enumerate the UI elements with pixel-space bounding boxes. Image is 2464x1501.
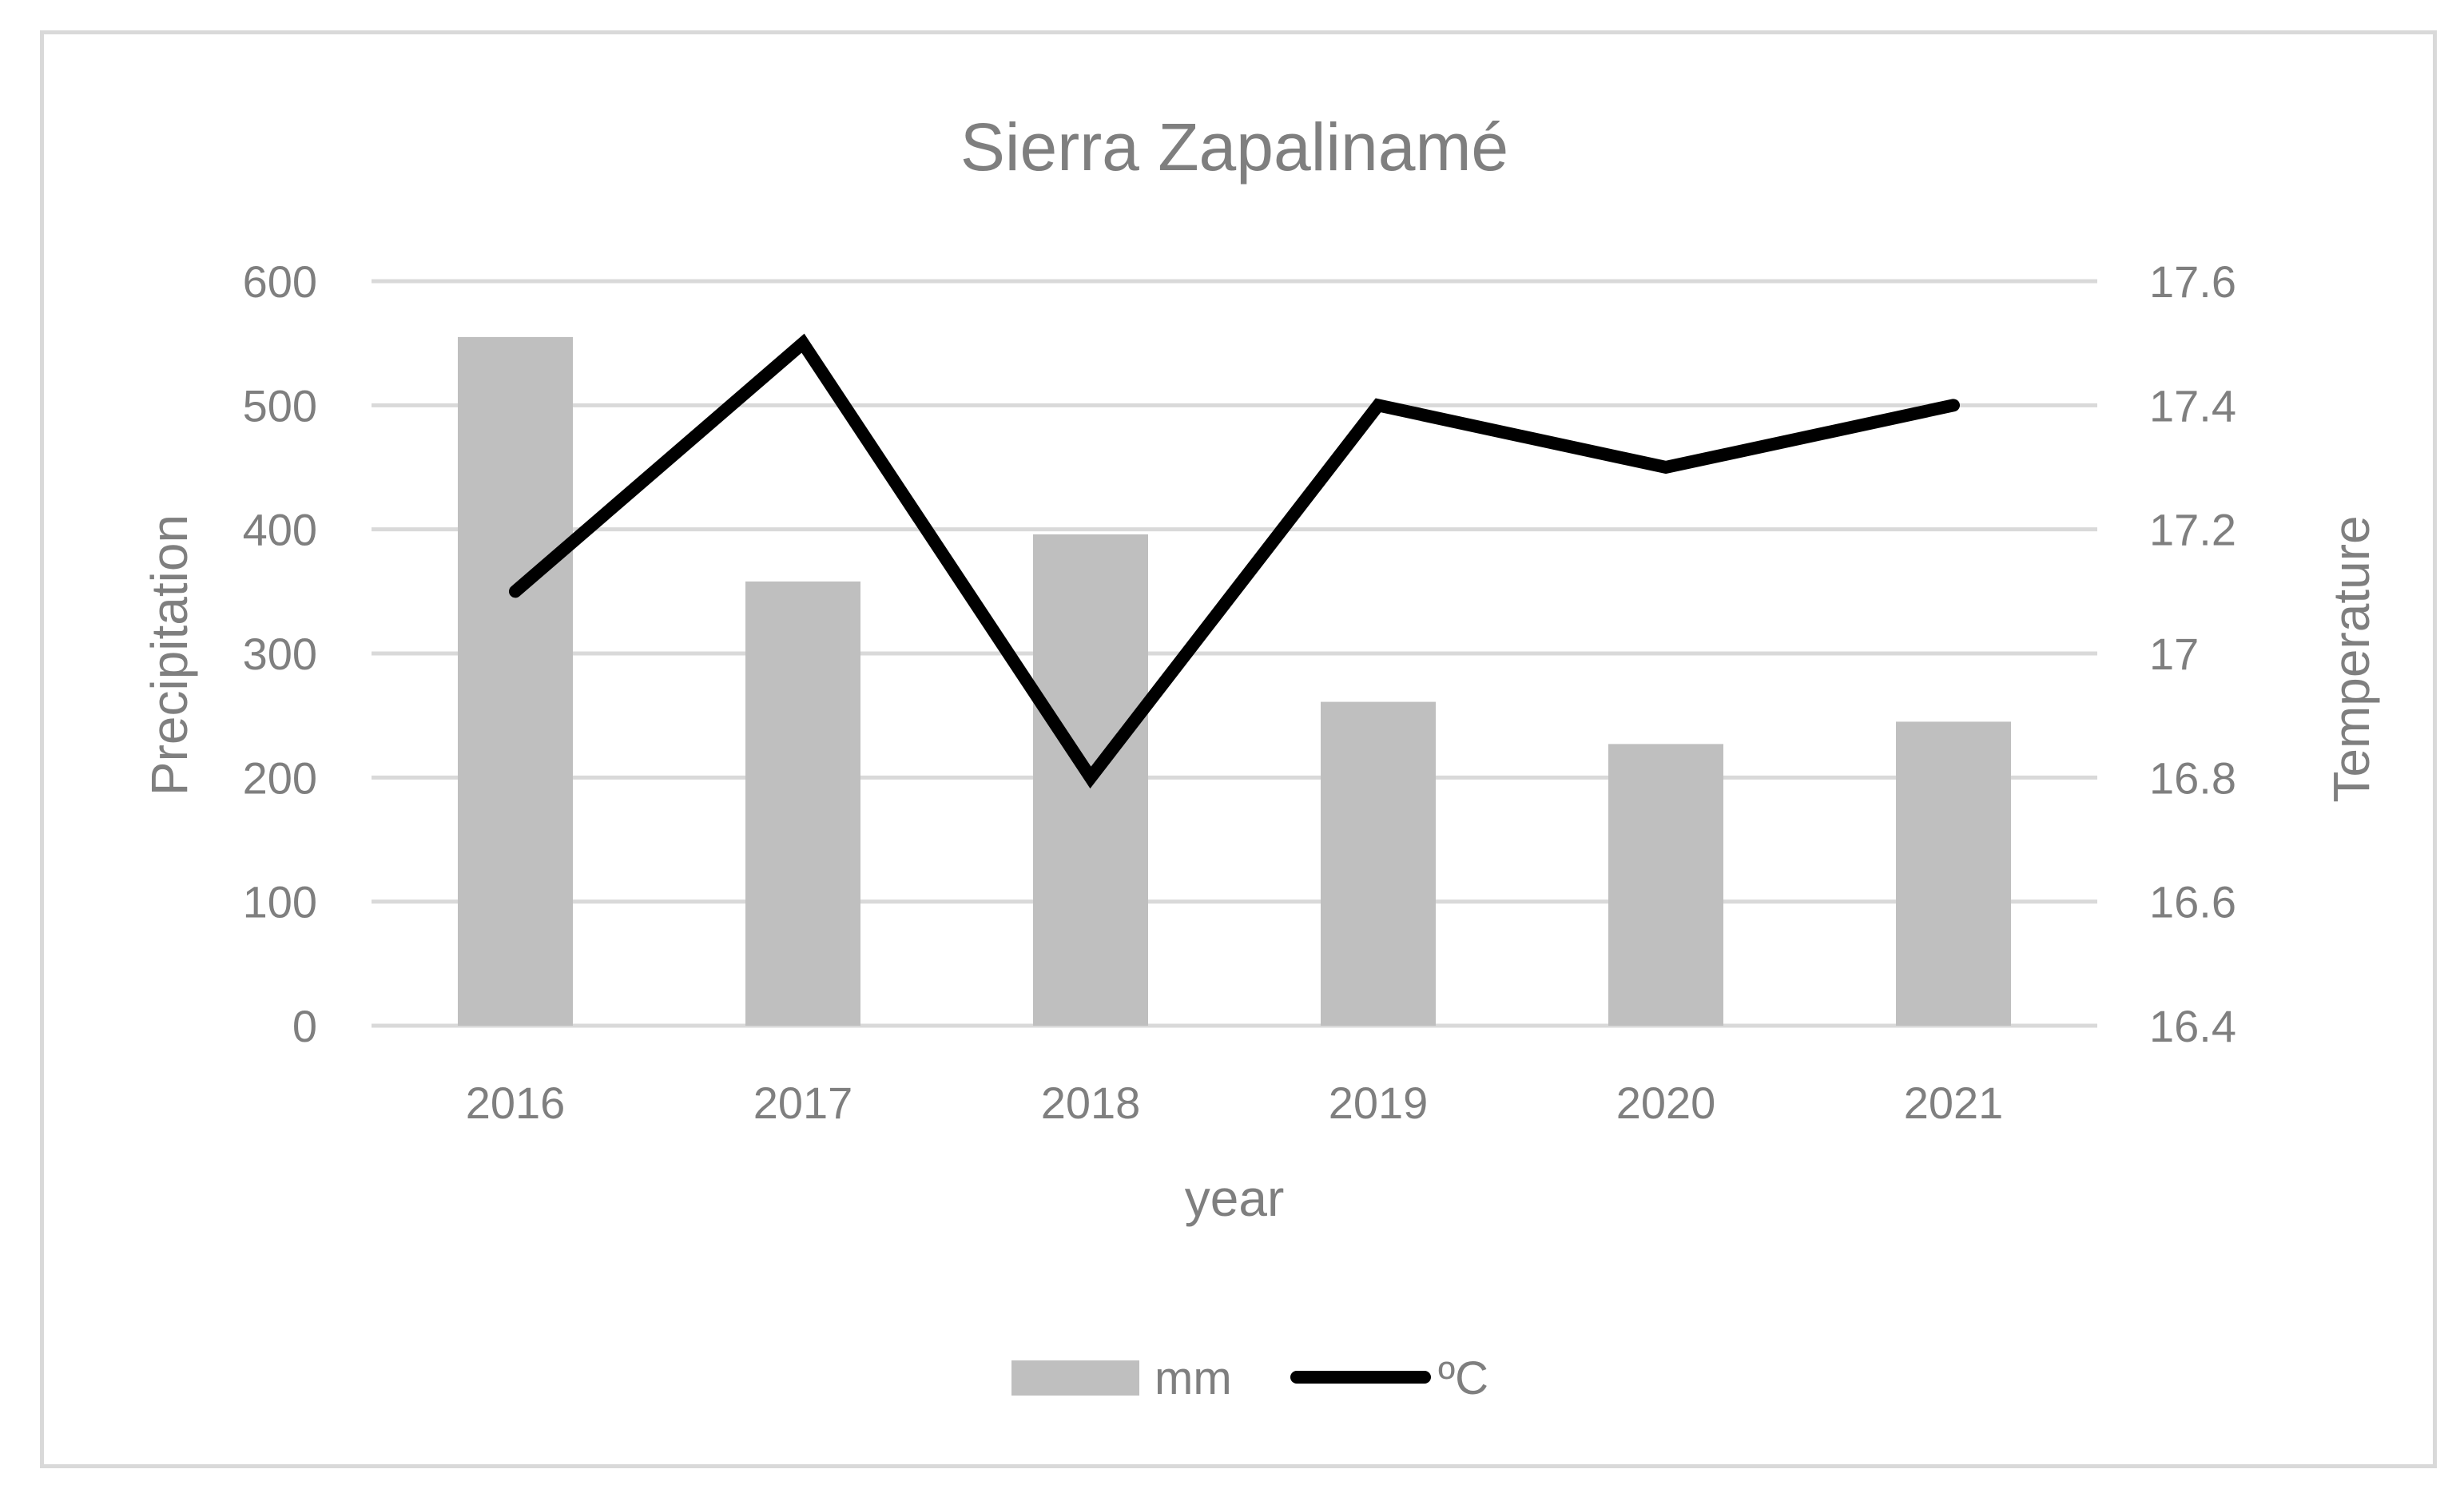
legend-label-celsius: ºC [1438, 1352, 1488, 1404]
x-tick-label: 2018 [1041, 1078, 1141, 1128]
y-tick-label: 100 [243, 877, 317, 927]
y-tick-label: 200 [243, 752, 317, 803]
bar-mm-2021 [1896, 721, 2011, 1026]
line-series [509, 333, 1960, 789]
chart-title: Sierra Zapalinamé [960, 109, 1508, 185]
line-celsius [509, 333, 1960, 789]
point-celsius-2021 [1953, 404, 1954, 406]
legend: mm ºC [1011, 1352, 1488, 1404]
y2-tick-label: 16.6 [2149, 877, 2236, 927]
y2-tick-label: 17.2 [2149, 505, 2236, 555]
bar-mm-2017 [745, 581, 860, 1026]
x-tick-label: 2017 [753, 1078, 853, 1128]
y2-tick-label: 17.6 [2149, 256, 2236, 307]
x-tick-label: 2020 [1616, 1078, 1716, 1128]
chart-frame [40, 30, 2437, 1468]
point-celsius-2019 [1377, 404, 1379, 406]
x-axis-ticks: 2016 2017 2018 2019 2020 2021 [466, 1078, 2004, 1128]
y2-tick-label: 17 [2149, 629, 2199, 679]
bar-series [458, 336, 2011, 1026]
legend-swatch-mm [1011, 1360, 1139, 1396]
bar-mm-2020 [1608, 744, 1723, 1026]
point-celsius-2020 [1665, 467, 1667, 468]
x-tick-label: 2016 [466, 1078, 566, 1128]
y-tick-label: 400 [243, 505, 317, 555]
bar-mm-2016 [458, 336, 573, 1026]
x-tick-label: 2021 [1904, 1078, 2004, 1128]
y-axis-ticks: 0 100 200 300 400 500 600 [243, 256, 317, 1051]
legend-label-mm: mm [1155, 1352, 1232, 1404]
bar-mm-2019 [1321, 701, 1436, 1026]
gridlines [372, 279, 2097, 1028]
y-tick-label: 500 [243, 380, 317, 431]
y2-tick-label: 16.8 [2149, 752, 2236, 803]
x-tick-label: 2019 [1329, 1078, 1429, 1128]
y2-axis-title: Temperature [2323, 515, 2380, 802]
point-celsius-2016 [515, 590, 516, 592]
y-tick-label: 0 [292, 1001, 317, 1051]
y-axis-title: Precipitation [141, 514, 198, 796]
x-axis-title: year [1185, 1169, 1285, 1227]
y2-tick-label: 17.4 [2149, 380, 2236, 431]
y2-tick-label: 16.4 [2149, 1001, 2236, 1051]
y-tick-label: 600 [243, 256, 317, 307]
y-tick-label: 300 [243, 629, 317, 679]
y2-axis-ticks: 16.4 16.6 16.8 17 17.2 17.4 17.6 [2149, 256, 2236, 1051]
